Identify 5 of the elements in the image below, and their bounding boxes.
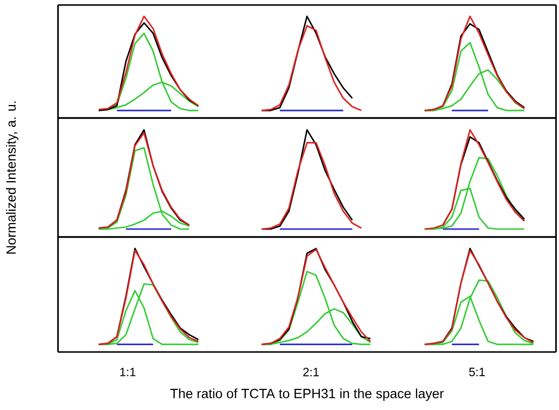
x-axis-title: 2:1 [303,368,319,376]
text: The ratio of TCTA to EPH31 in the space layer [170,388,444,401]
y-axis-title: Normalized Intensity, a. u. [6,102,18,254]
x-axis-title: 1:1 [120,368,136,376]
x-axis-title: 5:1 [469,368,485,376]
